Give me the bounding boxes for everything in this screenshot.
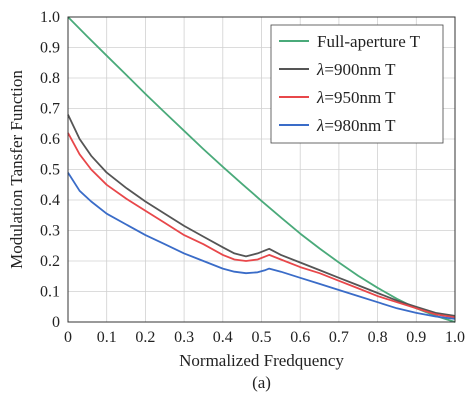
x-tick-label: 0 <box>64 329 72 346</box>
y-tick-label: 0 <box>52 314 60 331</box>
x-tick-label: 0.3 <box>174 329 194 346</box>
x-tick-label: 0.7 <box>329 329 349 346</box>
figure-caption: (a) <box>252 373 271 392</box>
series-line-1 <box>67 16 456 323</box>
y-tick-label: 1.0 <box>40 9 60 26</box>
x-tick-label: 0.6 <box>290 329 310 346</box>
series-line-3 <box>67 132 456 319</box>
legend-label: λ=950nm T <box>316 88 396 107</box>
y-tick-label: 0.2 <box>40 253 60 270</box>
x-tick-labels: 0 0.1 0.2 0.3 0.4 0.5 0.6 0.7 0.8 0.9 1.0 <box>64 329 465 346</box>
y-tick-label: 0.7 <box>40 101 60 118</box>
y-tick-label: 0.4 <box>40 192 60 209</box>
legend-label: λ=900nm T <box>316 60 396 79</box>
x-tick-label: 0.2 <box>135 329 155 346</box>
plot-frame <box>67 16 456 323</box>
y-tick-label: 0.3 <box>40 223 60 240</box>
x-tick-label: 0.8 <box>368 329 388 346</box>
legend-label: Full-aperture T <box>317 32 421 51</box>
legend: Full-aperture T λ=900nm T λ=950nm T λ=980nm… <box>270 24 444 144</box>
y-tick-label: 0.9 <box>40 40 60 57</box>
x-tick-label: 0.5 <box>252 329 272 346</box>
legend-box <box>270 24 444 144</box>
legend-label: λ=980nm T <box>316 116 396 135</box>
x-tick-label: 1.0 <box>445 329 465 346</box>
y-tick-label: 0.1 <box>40 284 60 301</box>
y-axis-label: Modulation Tansfer Function <box>7 70 26 269</box>
y-tick-labels: 0 0.1 0.2 0.3 0.4 0.5 0.6 0.7 0.8 0.9 1.0 <box>40 9 60 331</box>
series-line-4 <box>67 172 456 320</box>
series-line-2 <box>67 114 456 317</box>
x-axis-label: Normalized Fredquency <box>179 351 344 370</box>
x-tick-label: 0.4 <box>213 329 233 346</box>
y-tick-label: 0.5 <box>40 162 60 179</box>
y-tick-label: 0.8 <box>40 70 60 87</box>
series-lines <box>67 16 456 323</box>
y-tick-label: 0.6 <box>40 131 60 148</box>
x-tick-label: 0.9 <box>406 329 426 346</box>
x-tick-label: 0.1 <box>97 329 117 346</box>
